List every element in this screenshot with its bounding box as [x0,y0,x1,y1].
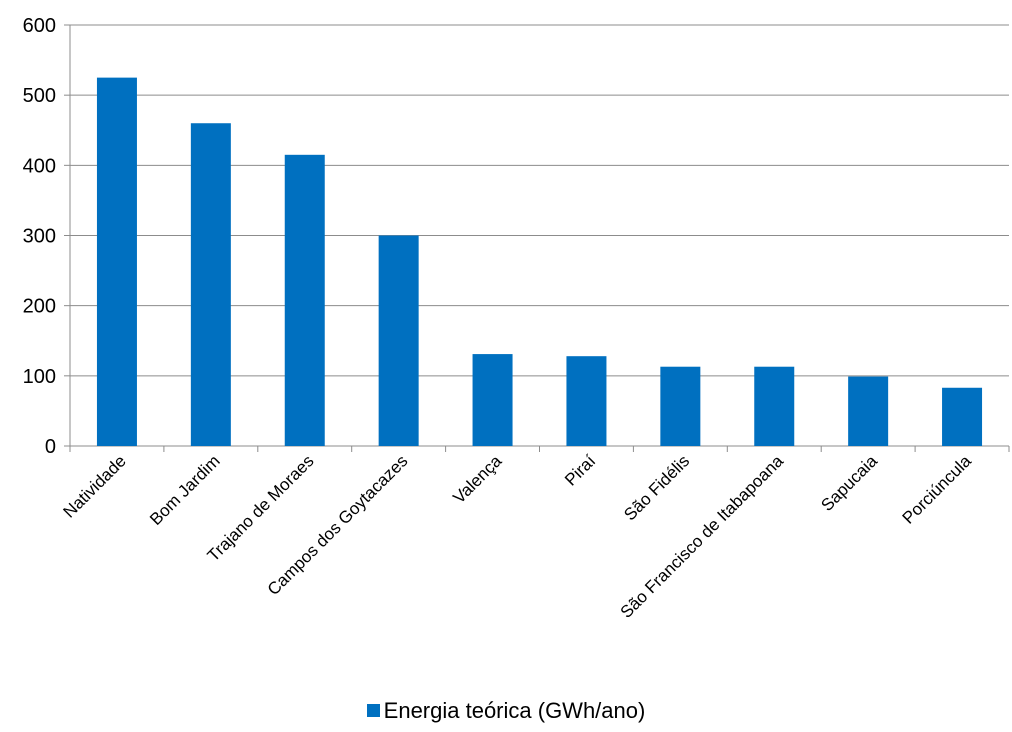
y-tick-label: 100 [23,366,56,388]
x-tick-label: São Fidélis [620,451,693,524]
bar [848,376,889,446]
y-tick-label: 400 [23,155,56,177]
legend-label: Energia teórica (GWh/ano) [383,698,646,723]
bar [190,123,231,446]
bar [942,387,983,446]
x-tick-label: Natividade [60,451,130,521]
bar [754,366,795,446]
x-tick-label: Valença [449,451,505,507]
bar [378,235,419,446]
bar [660,366,701,446]
y-tick-label: 300 [23,226,56,248]
y-tick-label: 600 [23,15,56,37]
bar [96,77,137,446]
y-tick-label: 200 [23,296,56,318]
legend: Energia teórica (GWh/ano) [0,698,1012,724]
legend-swatch [366,704,380,717]
x-tick-label: Sapucaia [817,451,881,515]
bar [566,356,607,446]
bar [472,354,513,446]
bar [284,154,325,446]
x-tick-label: São Francisco de Itabapoana [617,451,788,622]
y-tick-label: 500 [23,85,56,107]
y-tick-label: 0 [45,436,56,458]
x-tick-label: Bom Jardim [146,451,224,529]
x-tick-label: Porciúncula [899,451,976,528]
x-tick-label: Piraí [561,451,599,489]
